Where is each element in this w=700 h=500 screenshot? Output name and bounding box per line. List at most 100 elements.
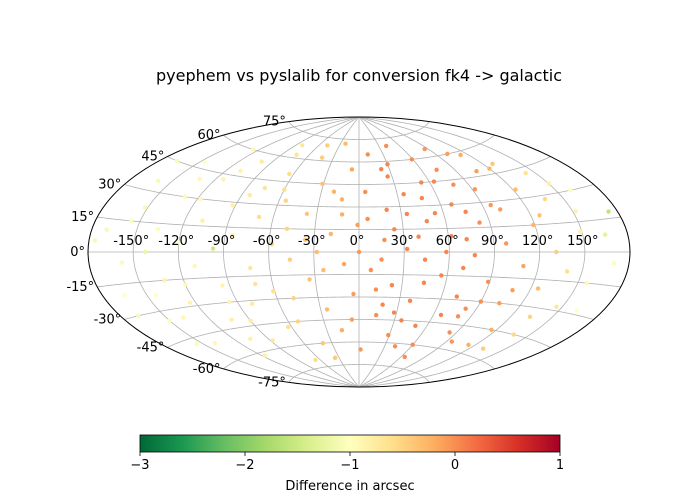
data-point — [143, 249, 148, 255]
data-point — [269, 241, 275, 247]
data-point — [573, 209, 578, 214]
data-point — [564, 269, 570, 274]
data-point — [432, 210, 438, 216]
data-point — [449, 202, 454, 207]
data-point — [424, 218, 429, 224]
data-point — [602, 232, 608, 237]
data-point — [343, 141, 348, 146]
data-point — [339, 197, 345, 202]
lon-tick-label: -60° — [253, 234, 281, 249]
data-point — [365, 152, 370, 157]
data-point — [527, 314, 533, 319]
colorbar-gradient — [139, 434, 561, 453]
parallel-line — [124, 184, 594, 208]
parallel-line — [288, 364, 430, 383]
data-point — [283, 198, 289, 203]
data-point — [497, 301, 502, 306]
data-point — [407, 298, 413, 304]
lon-tick-label: -90° — [208, 234, 236, 249]
data-point — [447, 330, 452, 335]
data-point — [458, 152, 463, 158]
data-point — [363, 189, 368, 195]
data-point — [256, 214, 262, 220]
data-point — [373, 312, 379, 318]
data-point — [384, 207, 389, 212]
data-point — [220, 283, 225, 288]
map-boundary — [87, 116, 631, 388]
data-point — [248, 336, 253, 342]
data-point — [284, 226, 290, 232]
data-point — [287, 257, 293, 262]
data-point — [606, 209, 611, 214]
data-point — [295, 319, 301, 324]
data-point — [546, 181, 551, 186]
data-point — [248, 318, 253, 323]
data-point — [356, 249, 362, 255]
data-point — [320, 181, 325, 187]
data-point — [230, 203, 235, 208]
data-point — [431, 179, 437, 184]
data-point — [200, 218, 205, 223]
data-point — [445, 151, 450, 157]
data-point — [474, 168, 479, 174]
data-point — [320, 341, 326, 346]
data-point — [212, 340, 218, 346]
data-point — [287, 171, 292, 177]
data-point — [183, 282, 188, 287]
data-point — [419, 195, 425, 201]
data-point — [328, 231, 334, 237]
data-point — [174, 158, 180, 163]
lon-tick-label: 60° — [436, 234, 459, 249]
data-point — [365, 216, 370, 222]
lat-tick-label: -60° — [193, 362, 221, 377]
data-point — [187, 300, 193, 305]
colorbar-tick-label: 1 — [556, 458, 564, 473]
data-point — [262, 185, 268, 191]
data-point — [382, 237, 387, 243]
data-point — [401, 192, 406, 197]
data-point — [449, 234, 454, 239]
data-point — [294, 152, 299, 158]
lat-tick-label: -30° — [94, 313, 122, 328]
data-point — [472, 253, 478, 258]
data-point — [537, 213, 542, 218]
data-point — [229, 317, 234, 322]
data-point — [404, 246, 410, 252]
data-point — [399, 318, 404, 323]
data-point — [535, 286, 541, 291]
lat-tick-label: -45° — [137, 341, 165, 356]
data-point — [321, 267, 326, 273]
data-point — [339, 212, 345, 217]
data-point — [488, 202, 493, 208]
data-point — [198, 196, 203, 201]
data-point — [253, 281, 258, 287]
lon-tick-label: 90° — [481, 234, 504, 249]
lat-tick-label: -15° — [66, 280, 94, 295]
data-point — [451, 182, 456, 187]
data-point — [129, 218, 134, 224]
lat-tick-label: 30° — [98, 178, 121, 193]
data-point — [444, 249, 449, 255]
data-point — [472, 187, 478, 192]
data-point — [250, 147, 256, 152]
data-point — [304, 211, 310, 217]
lon-tick-label: 120° — [522, 234, 553, 249]
data-point — [331, 189, 337, 194]
colorbar: −3 −2 −1 0 1 Difference in arcsec — [130, 434, 564, 494]
data-point — [454, 294, 460, 299]
data-point — [611, 260, 617, 266]
data-point — [153, 292, 158, 298]
colorbar-ticks: −3 −2 −1 0 1 — [130, 452, 564, 473]
data-point — [291, 296, 296, 301]
data-point — [380, 302, 385, 307]
data-point — [197, 176, 202, 182]
lon-tick-label: 0° — [350, 234, 365, 249]
data-point — [286, 324, 291, 330]
longitude-tick-labels: -150° -120° -90° -60° -30° 0° 30° 60° 90° 120° 150… — [113, 234, 598, 249]
data-point — [402, 354, 407, 360]
data-point — [463, 306, 468, 311]
data-point — [325, 143, 330, 148]
parallel-line — [124, 296, 594, 320]
